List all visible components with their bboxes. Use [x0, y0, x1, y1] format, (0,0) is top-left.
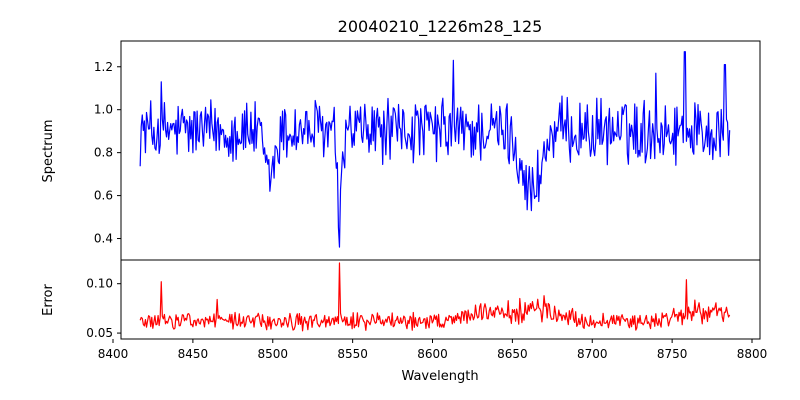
x-axis-label: Wavelength [401, 369, 478, 384]
spectrum-y-tick-label: 0.6 [94, 189, 113, 203]
chart-title: 20040210_1226m28_125 [338, 17, 543, 37]
x-tick-label: 8400 [98, 347, 129, 361]
error-y-ticks: 0.05 0.10 [86, 277, 121, 340]
error-x-ticks: 8400 8450 8500 8550 8600 8650 8700 8750 8800 [98, 339, 768, 361]
spectrum-y-ticks: 0.4 0.6 0.8 1.0 1.2 [94, 60, 121, 246]
error-y-label: Error [41, 284, 56, 316]
x-tick-label: 8550 [337, 347, 368, 361]
error-panel: 0.05 0.10 8400 8450 8500 8550 8600 8650 8700 875… [41, 259, 768, 384]
x-tick-label: 8600 [417, 347, 448, 361]
x-tick-label: 8800 [737, 347, 768, 361]
error-y-tick-label: 0.10 [86, 277, 113, 291]
error-axes-frame [120, 259, 761, 340]
spectrum-series-line [139, 51, 731, 248]
spectrum-y-tick-label: 0.4 [94, 232, 113, 246]
x-tick-label: 8750 [657, 347, 688, 361]
error-series-line [139, 262, 731, 332]
error-y-tick-label: 0.05 [86, 326, 113, 340]
spectrum-y-tick-label: 1.2 [94, 60, 113, 74]
x-tick-label: 8450 [178, 347, 209, 361]
x-tick-label: 8700 [577, 347, 608, 361]
spectrum-y-tick-label: 1.0 [94, 103, 113, 117]
x-tick-label: 8650 [497, 347, 528, 361]
spectrum-y-tick-label: 0.8 [94, 146, 113, 160]
x-tick-label: 8500 [257, 347, 288, 361]
spectrum-y-label: Spectrum [41, 120, 56, 183]
